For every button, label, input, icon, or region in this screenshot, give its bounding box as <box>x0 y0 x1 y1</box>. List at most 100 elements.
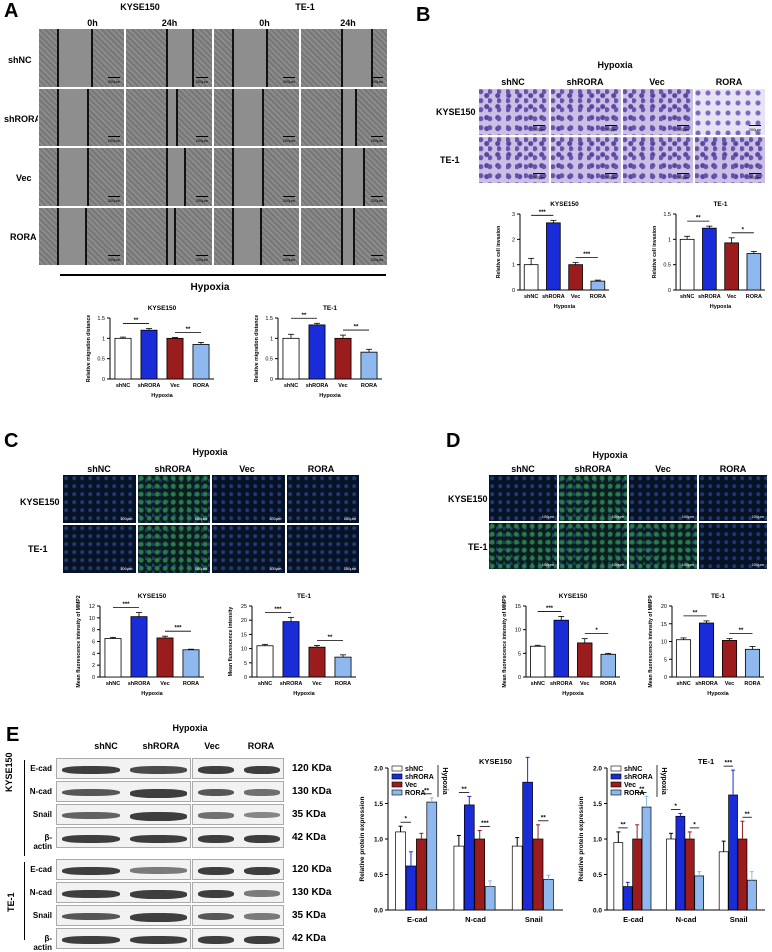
bar-rora <box>426 801 438 911</box>
band-label: β-actin <box>33 833 52 851</box>
y-tick-label: 1 <box>102 336 105 342</box>
blot-band <box>198 913 234 921</box>
blot-band <box>198 835 234 843</box>
invasion-image: 200µm <box>550 88 622 136</box>
wound-edge-line <box>232 207 234 265</box>
chart-e-kyse150: KYSE150 0.0 0.5 1.0 1.5 2.0 Relative protein e… <box>359 756 563 924</box>
bar-rora <box>334 656 352 678</box>
legend-label: RORA <box>624 790 645 797</box>
x-axis-label: Hypoxia <box>710 304 732 310</box>
y-tick-label: 0 <box>102 377 105 383</box>
wound-healing-image-grid: 200µm 200µm 200µm 200µm 200µm 200µm 200µm 200µm… <box>38 28 388 266</box>
invasion-image: 200µm <box>694 136 766 184</box>
scale-bar: 100µm <box>681 514 694 519</box>
legend-swatch <box>610 781 622 788</box>
chart-c-kyse150: KYSE150 0 2 4 6 8 10 12 Mean fluorescence intens… <box>76 593 204 697</box>
bar-vec <box>724 242 739 291</box>
y-tick-label: 0 <box>668 288 671 294</box>
y-tick-label: 15 <box>661 622 667 628</box>
invasion-image: 200µm <box>478 88 550 136</box>
wound-image: 200µm <box>125 28 213 88</box>
bar-shnc <box>613 842 624 911</box>
wound-image: 200µm <box>125 147 213 207</box>
blot-band <box>129 936 187 944</box>
y-tick-label: 0.5 <box>97 357 105 363</box>
e-col-rora: RORA <box>247 741 275 751</box>
y-tick-label: 15 <box>515 604 521 610</box>
x-tick-label: shNC <box>116 383 130 389</box>
legend-label: RORA <box>405 790 426 797</box>
scale-bar: 200µm <box>604 127 617 132</box>
significance-label: *** <box>174 626 182 632</box>
y-tick-label: 5 <box>664 657 667 663</box>
bar-shrora <box>622 886 633 911</box>
legend-swatch <box>391 789 403 796</box>
scale-bar: 100µm <box>194 516 207 521</box>
e-group-te1: TE-1 <box>6 892 16 912</box>
chart-title: TE-1 <box>323 305 337 312</box>
scale-bar: 100µm <box>611 514 624 519</box>
blot-band <box>129 835 187 843</box>
significance-label: ** <box>134 318 139 324</box>
scale-bar: 200µm <box>532 127 545 132</box>
bar-shnc <box>523 264 539 291</box>
wound-image: 200µm <box>300 147 388 207</box>
x-tick-label: Snail <box>730 915 748 924</box>
significance-label: *** <box>583 252 591 258</box>
legend-swatch <box>391 773 403 780</box>
legend-swatch <box>610 765 622 772</box>
blot-band <box>198 812 234 819</box>
x-tick-label: RORA <box>746 294 762 300</box>
invasion-image: 200µm <box>694 88 766 136</box>
scale-bar: 200µm <box>282 138 295 143</box>
y-axis-label: Relative migration distance <box>254 315 260 383</box>
scale-bar: 200µm <box>107 197 120 203</box>
bar-shrora <box>140 329 158 380</box>
bar-rora <box>744 648 761 678</box>
d-hypoxia-title: Hypoxia <box>592 450 628 460</box>
x-tick-label: shNC <box>524 294 538 300</box>
blot-strip <box>56 928 191 949</box>
fluorescence-image: 100µm <box>488 474 558 522</box>
band-label: Snail <box>32 810 52 819</box>
x-tick-label: RORA <box>183 681 199 687</box>
d-col-shrora: shRORA <box>574 464 612 474</box>
fluorescence-image: 100µm <box>628 522 698 570</box>
y-tick-label: 2 <box>92 663 95 669</box>
x-tick-label: E-cad <box>623 915 644 924</box>
legend-swatch <box>391 781 403 788</box>
chart-title: KYSE150 <box>550 201 579 208</box>
significance-label: *** <box>539 210 547 216</box>
blot-strip <box>56 781 191 802</box>
bar-rora <box>641 806 652 911</box>
e-hypoxia-title: Hypoxia <box>172 723 208 733</box>
invasion-image: 200µm <box>550 136 622 184</box>
wound-image: 200µm <box>213 206 300 266</box>
bar-vec <box>166 337 184 380</box>
wound-edge-line <box>91 29 93 87</box>
d-row-te1: TE-1 <box>468 542 488 552</box>
blot-strip <box>192 882 284 903</box>
y-tick-label: 20 <box>661 604 667 610</box>
wound-image: 200µm <box>38 28 125 88</box>
fluorescence-image: 100µm <box>136 524 211 574</box>
y-tick-label: 15 <box>241 632 247 638</box>
x-tick-label: Vec <box>160 681 169 687</box>
x-tick-label: shNC <box>676 681 690 687</box>
chart-title: TE-1 <box>698 757 714 766</box>
fluorescence-image: 100µm <box>488 522 558 570</box>
wound-edge-line <box>166 88 168 146</box>
d-col-rora: RORA <box>719 464 747 474</box>
significance-label: ** <box>302 313 307 319</box>
bar-shrora <box>702 227 717 291</box>
scale-bar: 100µm <box>541 514 554 519</box>
chart-title: KYSE150 <box>559 593 588 600</box>
x-tick-label: RORA <box>590 294 606 300</box>
scale-bar: 100µm <box>611 562 624 567</box>
a-row-rora: RORA <box>10 232 37 242</box>
wound-image: 200µm <box>125 206 213 266</box>
band-size-label: 130 KDa <box>292 786 332 797</box>
y-tick-label: 0.5 <box>593 872 602 879</box>
bar-shnc <box>282 337 300 380</box>
blot-band <box>244 913 280 920</box>
